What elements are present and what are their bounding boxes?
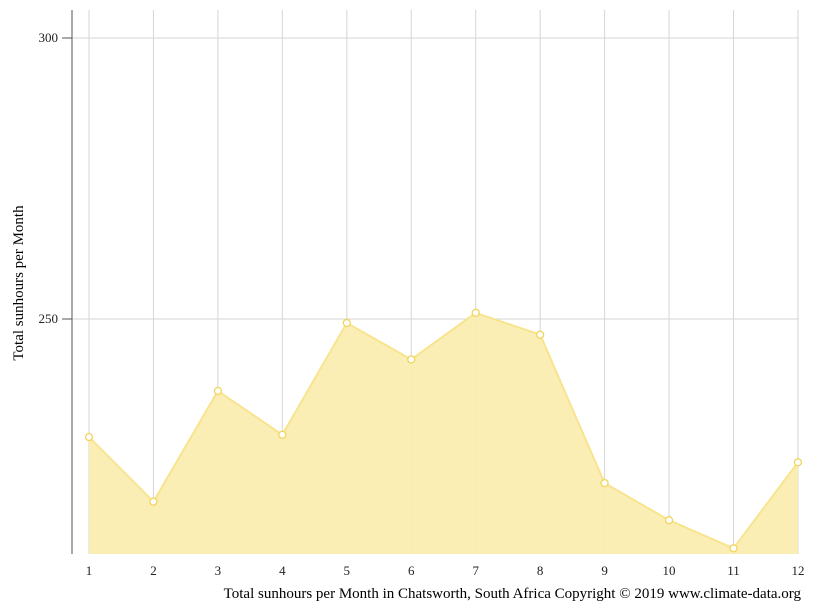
data-point [407, 355, 416, 364]
data-point [213, 386, 223, 396]
x-tick-label: 2 [150, 563, 157, 578]
x-tick-label: 5 [344, 563, 351, 578]
data-point [536, 330, 545, 339]
x-tick-label: 7 [472, 563, 479, 578]
data-point [342, 318, 351, 328]
data-point [664, 516, 674, 525]
x-tick-label: 8 [537, 563, 544, 578]
area-fill [89, 312, 798, 554]
area-series [88, 311, 799, 554]
series-line [88, 311, 799, 550]
y-tick-label: 300 [39, 30, 59, 45]
x-tick-label: 12 [791, 563, 804, 578]
data-point [729, 544, 738, 553]
x-tick-label: 9 [601, 563, 608, 578]
data-point [471, 308, 480, 317]
x-tick-label: 1 [86, 563, 93, 578]
x-tick-label: 4 [279, 563, 286, 578]
data-point [84, 432, 94, 442]
grid-lines [72, 10, 799, 554]
data-point [793, 458, 803, 467]
x-tick-label: 6 [408, 563, 415, 578]
data-markers [84, 308, 803, 553]
y-axis-title: Total sunhours per Month [11, 205, 27, 361]
data-point [278, 430, 287, 439]
data-point [600, 478, 609, 488]
x-tick-label: 10 [663, 563, 676, 578]
x-tick-label: 11 [727, 563, 740, 578]
data-point [149, 497, 158, 506]
x-tick-label: 3 [215, 563, 222, 578]
x-axis-caption: Total sunhours per Month in Chatsworth, … [224, 586, 802, 602]
axes [62, 10, 73, 554]
y-tick-label: 250 [39, 311, 59, 326]
